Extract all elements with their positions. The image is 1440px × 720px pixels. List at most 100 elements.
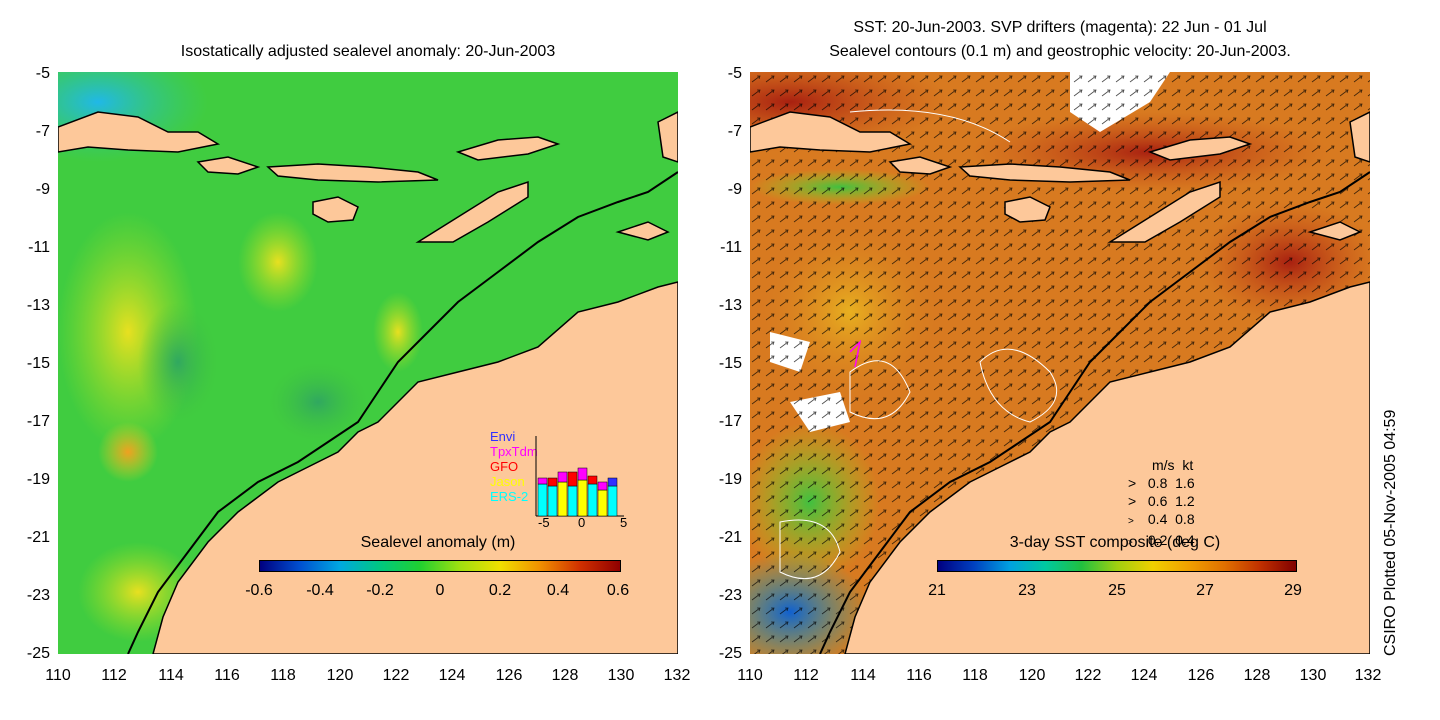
velocity-ms-value: 0.2: [1147, 532, 1168, 548]
legend-ers2: ERS-2: [490, 489, 529, 504]
histogram-bar: [577, 467, 588, 481]
small-island: [1307, 221, 1362, 241]
y-tick-label: -13: [718, 297, 742, 314]
small-island: [657, 111, 678, 163]
y-tick-label: -17: [26, 413, 50, 430]
velocity-unit-ms: m/s: [1152, 457, 1175, 473]
x-tick-label: 124: [1130, 667, 1158, 684]
y-tick-label: -15: [26, 355, 50, 372]
colorbar-tick: 27: [1196, 582, 1214, 599]
small-island: [1349, 111, 1370, 163]
velocity-legend-row: > 0.2 0.4: [1128, 531, 1195, 552]
histogram-bar: [597, 489, 608, 517]
histogram-bar: [557, 481, 568, 517]
flores-island: [958, 163, 1131, 183]
velocity-ms-value: 0.6: [1147, 493, 1168, 509]
y-tick-label: -17: [718, 413, 742, 430]
x-tick-label: 126: [1187, 667, 1215, 684]
svp-drifter-track: [849, 339, 862, 368]
y-tick-label: -19: [718, 471, 742, 488]
y-tick-label: -7: [727, 123, 742, 140]
velocity-kt-value: 1.2: [1175, 493, 1195, 509]
shelf-contour: [127, 171, 678, 654]
colorbar-tick: 0.4: [546, 582, 570, 599]
sumba-island: [1004, 196, 1051, 223]
sst-colorbar: [937, 560, 1297, 572]
velocity-ms-value: 0.4: [1147, 511, 1168, 527]
x-tick-label: 120: [326, 667, 354, 684]
velocity-kt-value: 0.4: [1175, 532, 1195, 548]
x-tick-label: 128: [1243, 667, 1271, 684]
y-tick-label: -5: [35, 65, 50, 82]
histogram-bar: [577, 479, 588, 517]
x-tick-label: 128: [551, 667, 579, 684]
y-tick-label: -19: [26, 471, 50, 488]
legend-envi: Envi: [490, 429, 516, 444]
satellite-legend: Envi TpxTdm GFO Jason ERS-2: [490, 430, 538, 503]
colorbar-tick: 0.6: [606, 582, 630, 599]
velocity-legend-row: > 0.6 1.2: [1128, 492, 1195, 510]
left-panel-title: Isostatically adjusted sealevel anomaly:…: [180, 43, 556, 60]
anomaly-high-patch: [373, 292, 423, 372]
x-tick-label: 122: [1074, 667, 1102, 684]
anomaly-low-patch: [138, 302, 218, 422]
x-tick-label: 118: [962, 667, 988, 684]
histogram-bars: [537, 467, 618, 517]
x-tick-label: 130: [607, 667, 635, 684]
anomaly-low-patch: [268, 362, 368, 442]
velocity-ms-value: 0.8: [1147, 475, 1168, 491]
colorbar-tick: 0: [435, 582, 445, 599]
velocity-legend-row: > 0.8 1.6: [1128, 474, 1195, 492]
colorbar-tick: -0.4: [306, 582, 334, 599]
histogram-bar: [607, 477, 618, 487]
histogram-tick: 0: [578, 515, 586, 530]
arrow-icon: >: [1128, 516, 1134, 527]
y-tick-label: -9: [35, 181, 50, 198]
x-tick-label: 130: [1299, 667, 1327, 684]
legend-tpxtdm: TpxTdm: [490, 444, 538, 459]
colorbar-tick: 23: [1018, 582, 1036, 599]
java-island: [750, 111, 913, 153]
java-island: [58, 111, 221, 153]
histogram-bar: [557, 471, 568, 483]
x-tick-label: 132: [1354, 667, 1382, 684]
histogram-bar: [537, 483, 548, 517]
sealevel-contour: [849, 360, 911, 420]
sumba-island: [312, 196, 359, 223]
x-tick-label: 118: [270, 667, 296, 684]
y-tick-label: -15: [718, 355, 742, 372]
y-tick-label: -23: [26, 587, 50, 604]
y-tick-label: -5: [727, 65, 742, 82]
small-island: [615, 221, 670, 241]
x-tick-label: 114: [158, 667, 184, 684]
y-tick-label: -11: [720, 239, 742, 256]
histogram-bar: [567, 485, 578, 517]
y-tick-label: -7: [35, 123, 50, 140]
histogram-bar: [547, 485, 558, 517]
velocity-kt-value: 0.8: [1175, 511, 1195, 527]
sealevel-contour: [979, 348, 1058, 423]
x-tick-label: 110: [737, 667, 763, 684]
timor-island: [415, 180, 529, 243]
x-tick-label: 112: [101, 667, 127, 684]
wetar-island: [1147, 136, 1253, 161]
x-tick-label: 116: [906, 667, 932, 684]
left-colorbar-title: Sealevel anomaly (m): [360, 534, 516, 551]
x-tick-label: 112: [793, 667, 819, 684]
colorbar-tick: 25: [1108, 582, 1126, 599]
plot-credit: CSIRO Plotted 05-Nov-2005 04:59: [1382, 409, 1399, 656]
histogram-bar: [587, 475, 598, 485]
colorbar-tick: 0.2: [488, 582, 512, 599]
y-tick-label: -21: [26, 529, 50, 546]
x-tick-label: 120: [1018, 667, 1046, 684]
wetar-island: [455, 136, 561, 161]
x-tick-label: 116: [214, 667, 240, 684]
histogram-bar: [597, 481, 608, 491]
sealevel-contour: [779, 519, 841, 580]
right-panel-title-line1: SST: 20-Jun-2003. SVP drifters (magenta)…: [853, 19, 1267, 36]
y-tick-label: -25: [718, 645, 742, 662]
y-tick-label: -21: [718, 529, 742, 546]
velocity-legend-row: > 0.4 0.8: [1128, 510, 1195, 531]
sumbawa-island: [888, 156, 953, 175]
sumbawa-island: [196, 156, 261, 175]
